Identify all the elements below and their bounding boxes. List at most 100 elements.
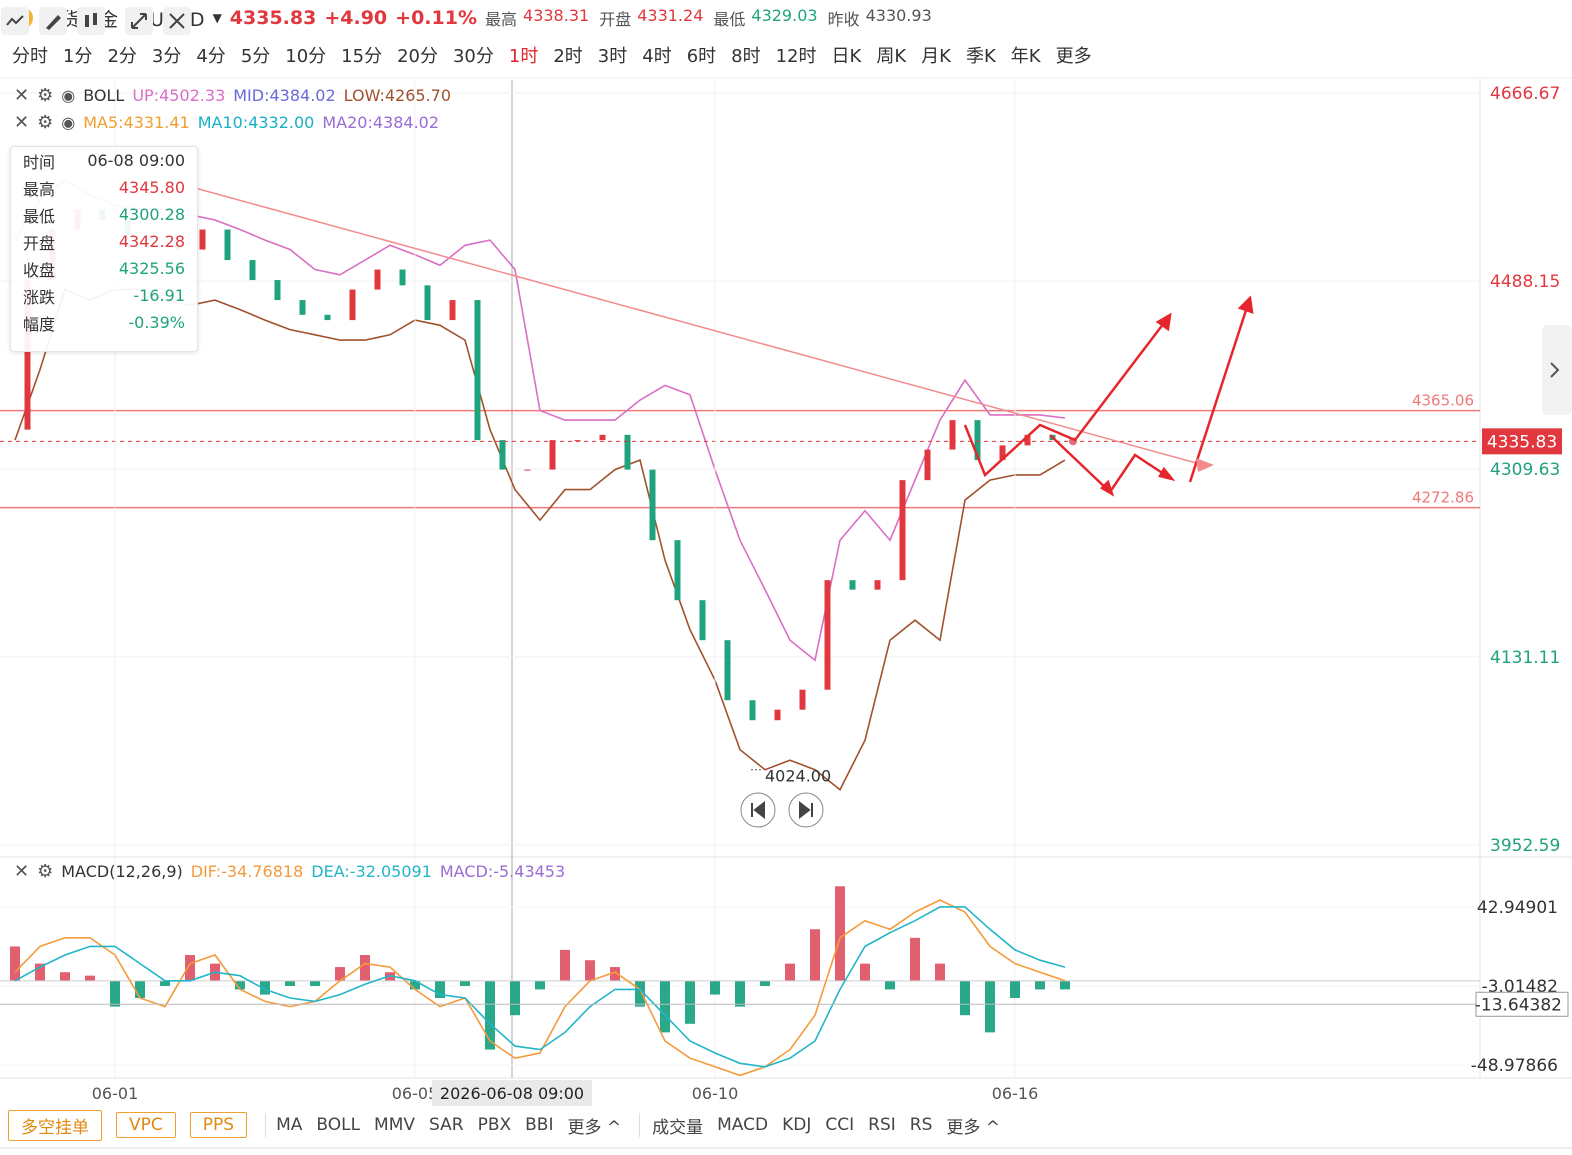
timeframe[interactable]: 年K [1010, 46, 1041, 67]
macd-bar [735, 980, 745, 1007]
macd-bar [110, 980, 120, 1007]
timeframe[interactable]: 12时 [775, 46, 817, 67]
tooltip-row: 收盘 4325.56 [11, 255, 197, 282]
stat-value: 4338.31 [523, 6, 590, 25]
low-label: 4024.00 [765, 767, 831, 786]
timeframe[interactable]: 8时 [731, 46, 761, 67]
main-indicator[interactable]: SAR [429, 1115, 464, 1135]
candle [324, 314, 331, 321]
timeframe[interactable]: 3分 [151, 46, 182, 67]
tooltip-label: 幅度 [23, 314, 56, 334]
timeframe[interactable]: 日K [831, 46, 862, 67]
candle [574, 440, 581, 442]
stats: 最高 4338.31 开盘 4331.24 最低 4329.03 昨收 4330.93 [485, 6, 936, 30]
close-icon[interactable]: ✕ [14, 861, 30, 882]
timeframe[interactable]: 10分 [285, 46, 327, 67]
candle [249, 260, 256, 281]
main-indicator[interactable]: BOLL [316, 1115, 361, 1135]
candle [1024, 434, 1031, 446]
sub-indicator[interactable]: KDJ [782, 1115, 812, 1135]
tooltip-label: 收盘 [23, 260, 56, 280]
timeframe[interactable]: 1时 [508, 46, 539, 67]
sub-indicator[interactable]: RS [909, 1115, 933, 1135]
macd-bar [585, 960, 595, 981]
timeframe[interactable]: 月K [921, 46, 951, 67]
macd-bar [910, 937, 920, 981]
macd-bar [35, 963, 45, 981]
order-button[interactable]: VPC [116, 1112, 176, 1138]
order-button[interactable]: PPS [189, 1112, 248, 1138]
timeframe[interactable]: 30分 [452, 46, 494, 67]
macd-bar [760, 980, 770, 986]
main-indicator[interactable]: MA [276, 1115, 303, 1135]
sub-indicator[interactable]: MACD [717, 1115, 769, 1135]
macd-bar [660, 980, 670, 1033]
sub-indicator[interactable]: 更多 ^ [946, 1117, 1001, 1138]
timeframe[interactable]: 4时 [642, 46, 672, 67]
timeframe[interactable]: 周K [876, 46, 907, 67]
tooltip-label: 最低 [23, 206, 56, 226]
indicator-value: MA10:4332.00 [197, 113, 315, 132]
macd-bar [1060, 980, 1070, 990]
stat-label: 最高 [485, 10, 518, 29]
icon-button[interactable] [124, 6, 154, 36]
y-tick-label: 3952.59 [1490, 836, 1560, 856]
indicator-value: MA5:4331.41 [83, 113, 190, 132]
macd-bar [135, 980, 145, 999]
sub-indicator[interactable]: CCI [825, 1115, 855, 1135]
timeframe[interactable]: 季K [965, 46, 996, 67]
y-tick-label: 4309.63 [1490, 460, 1560, 480]
macd-bar [435, 980, 445, 999]
main-indicator[interactable]: MMV [374, 1115, 416, 1135]
timeframe[interactable]: 1分 [63, 46, 93, 67]
settings-icon[interactable]: ⚙ [37, 112, 54, 133]
timeframe[interactable]: 6时 [686, 46, 717, 67]
eye-icon[interactable]: ◉ [61, 113, 76, 132]
eye-icon[interactable]: ◉ [61, 86, 76, 105]
stat-label: 昨收 [827, 10, 860, 29]
y-tick-label: 42.94901 [1477, 898, 1558, 918]
close-icon[interactable]: ✕ [14, 85, 30, 106]
indicator-value: DIF:-34.76818 [190, 862, 304, 881]
timeframe[interactable]: 更多 [1055, 46, 1092, 67]
timeframe[interactable]: 15分 [341, 46, 383, 67]
timeframe[interactable]: 2时 [553, 46, 583, 67]
timeframe[interactable]: 3时 [597, 46, 628, 67]
indicator-value: MID:4384.02 [233, 86, 336, 105]
close-button[interactable] [162, 6, 192, 36]
main-indicator[interactable]: 更多 ^ [567, 1117, 622, 1138]
sub-indicator[interactable]: RSI [868, 1115, 896, 1135]
ma-legend: ✕ ⚙ ◉ MA5:4331.41 MA10:4332.00 MA20:4384.02 [14, 112, 439, 133]
main-indicator[interactable]: BBI [525, 1115, 554, 1135]
macd-bar [785, 963, 795, 981]
pct: +0.11% [395, 7, 477, 29]
timeframe[interactable]: 4分 [196, 46, 226, 67]
main-indicator[interactable]: PBX [477, 1115, 512, 1135]
dropdown-caret[interactable]: ▼ [212, 11, 222, 25]
icon-button[interactable] [76, 6, 106, 36]
icon-button[interactable] [38, 6, 68, 36]
timeframe[interactable]: 20分 [397, 46, 438, 67]
timeframe[interactable]: 分时 [12, 46, 48, 67]
candle [399, 269, 406, 286]
separator [639, 1113, 641, 1137]
settings-icon[interactable]: ⚙ [37, 861, 54, 882]
candle [824, 580, 831, 690]
sub-indicator[interactable]: 成交量 [652, 1117, 704, 1138]
timeframe[interactable]: 2分 [107, 46, 137, 67]
change: +4.90 [324, 7, 388, 29]
settings-icon[interactable]: ⚙ [37, 85, 54, 106]
close-icon[interactable]: ✕ [14, 112, 30, 133]
macd-bar [835, 886, 845, 981]
candle [749, 700, 756, 721]
candle [974, 420, 981, 461]
macd-bar [485, 980, 495, 1050]
icon-button[interactable] [0, 6, 30, 36]
order-button[interactable]: 多空挂单 [8, 1109, 102, 1141]
macd-bar [610, 967, 620, 981]
timeframe[interactable]: 5分 [240, 46, 271, 67]
candle [774, 709, 781, 721]
tooltip-row: 最低 4300.28 [11, 201, 197, 228]
x-tick-label: 06-05 [392, 1084, 439, 1103]
